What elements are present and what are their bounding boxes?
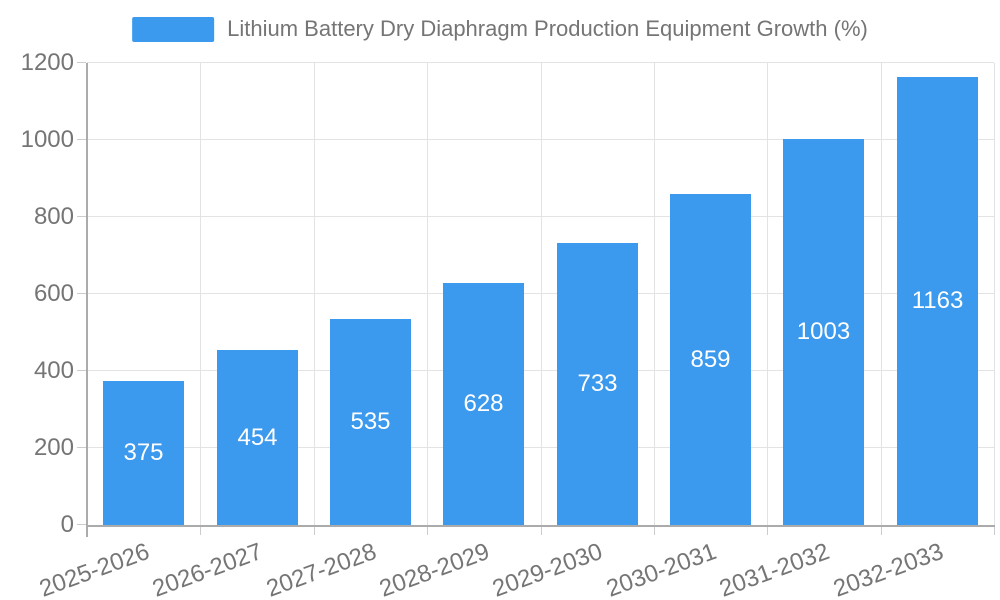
y-axis-label: 400 bbox=[33, 357, 74, 384]
gridline-vertical bbox=[313, 63, 315, 525]
bar-value-label: 733 bbox=[577, 369, 618, 397]
bar[interactable]: 375 bbox=[103, 380, 184, 525]
y-axis-tick bbox=[77, 216, 86, 217]
y-axis-label: 0 bbox=[60, 511, 74, 538]
x-axis-tick bbox=[994, 525, 995, 535]
x-axis-label: 2029-2030 bbox=[489, 538, 607, 600]
y-axis-label: 1200 bbox=[20, 49, 74, 76]
y-axis-line bbox=[86, 63, 88, 537]
x-axis-label: 2027-2028 bbox=[262, 538, 380, 600]
bar-value-label: 628 bbox=[463, 390, 504, 418]
gridline-vertical bbox=[880, 63, 882, 525]
x-axis-label: 2031-2032 bbox=[716, 538, 834, 600]
gridline-vertical bbox=[427, 63, 429, 525]
bar-value-label: 454 bbox=[237, 423, 278, 451]
x-axis-tick bbox=[653, 525, 655, 535]
y-axis-tick bbox=[77, 293, 86, 294]
bar[interactable]: 1003 bbox=[783, 138, 864, 525]
x-axis-tick bbox=[200, 525, 202, 535]
y-axis-label: 800 bbox=[33, 203, 74, 230]
gridline-vertical bbox=[200, 63, 202, 525]
bar-value-label: 859 bbox=[690, 345, 731, 373]
y-axis-label: 200 bbox=[33, 434, 74, 461]
bar-value-label: 375 bbox=[123, 438, 164, 466]
bar[interactable]: 859 bbox=[670, 194, 751, 525]
bar[interactable]: 454 bbox=[217, 350, 298, 525]
gridline-vertical bbox=[994, 63, 995, 525]
legend-label: Lithium Battery Dry Diaphragm Production… bbox=[227, 16, 868, 41]
y-axis-tick bbox=[77, 62, 86, 63]
gridline-horizontal bbox=[87, 62, 994, 63]
y-axis-label: 1000 bbox=[20, 126, 74, 153]
bar[interactable]: 628 bbox=[443, 283, 524, 525]
legend-swatch-icon bbox=[132, 16, 215, 42]
y-axis-tick bbox=[77, 370, 86, 371]
bar-value-label: 1163 bbox=[911, 287, 964, 315]
legend-item[interactable]: Lithium Battery Dry Diaphragm Production… bbox=[132, 16, 868, 42]
x-axis-label: 2025-2026 bbox=[35, 538, 153, 600]
bar[interactable]: 733 bbox=[557, 242, 638, 525]
bar[interactable]: 1163 bbox=[897, 77, 978, 525]
y-axis-label: 600 bbox=[33, 280, 74, 307]
x-axis-tick bbox=[313, 525, 315, 535]
x-axis-tick bbox=[540, 525, 542, 535]
gridline-vertical bbox=[540, 63, 542, 525]
x-axis-label: 2028-2029 bbox=[375, 538, 494, 600]
x-axis-label: 2030-2031 bbox=[602, 538, 720, 600]
y-axis-tick bbox=[77, 524, 86, 525]
bar-value-label: 535 bbox=[350, 408, 391, 435]
y-axis-tick bbox=[77, 447, 86, 448]
x-axis-label: 2026-2027 bbox=[149, 538, 267, 600]
x-axis-tick bbox=[767, 525, 769, 535]
x-axis-tick bbox=[880, 525, 882, 535]
gridline-vertical bbox=[767, 63, 769, 525]
gridline-vertical bbox=[653, 63, 655, 525]
x-axis-line bbox=[86, 525, 995, 527]
x-axis-tick bbox=[427, 525, 429, 535]
y-axis-tick bbox=[77, 139, 86, 140]
bar[interactable]: 535 bbox=[330, 319, 411, 525]
x-axis-label: 2032-2033 bbox=[829, 538, 947, 600]
bar-value-label: 1003 bbox=[796, 317, 851, 345]
